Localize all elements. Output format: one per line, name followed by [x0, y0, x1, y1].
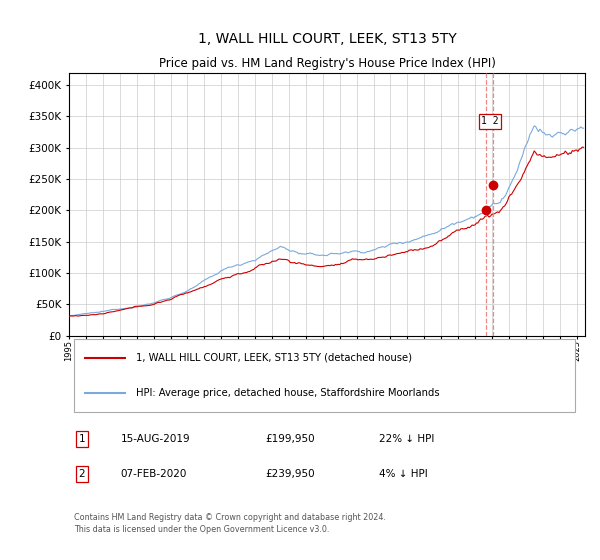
Text: 22% ↓ HPI: 22% ↓ HPI [379, 435, 434, 445]
Text: 1, WALL HILL COURT, LEEK, ST13 5TY: 1, WALL HILL COURT, LEEK, ST13 5TY [197, 32, 457, 46]
FancyBboxPatch shape [74, 339, 575, 412]
Text: 15-AUG-2019: 15-AUG-2019 [121, 435, 190, 445]
Text: Price paid vs. HM Land Registry's House Price Index (HPI): Price paid vs. HM Land Registry's House … [158, 57, 496, 70]
Text: £239,950: £239,950 [265, 469, 315, 479]
Text: 1, WALL HILL COURT, LEEK, ST13 5TY (detached house): 1, WALL HILL COURT, LEEK, ST13 5TY (deta… [136, 353, 412, 363]
Text: £199,950: £199,950 [265, 435, 315, 445]
Text: 4% ↓ HPI: 4% ↓ HPI [379, 469, 427, 479]
Text: 07-FEB-2020: 07-FEB-2020 [121, 469, 187, 479]
Text: 1: 1 [79, 435, 85, 445]
Text: Contains HM Land Registry data © Crown copyright and database right 2024.
This d: Contains HM Land Registry data © Crown c… [74, 514, 386, 534]
Text: HPI: Average price, detached house, Staffordshire Moorlands: HPI: Average price, detached house, Staf… [136, 388, 440, 398]
Text: 2: 2 [79, 469, 85, 479]
Text: 1 2: 1 2 [481, 116, 499, 126]
